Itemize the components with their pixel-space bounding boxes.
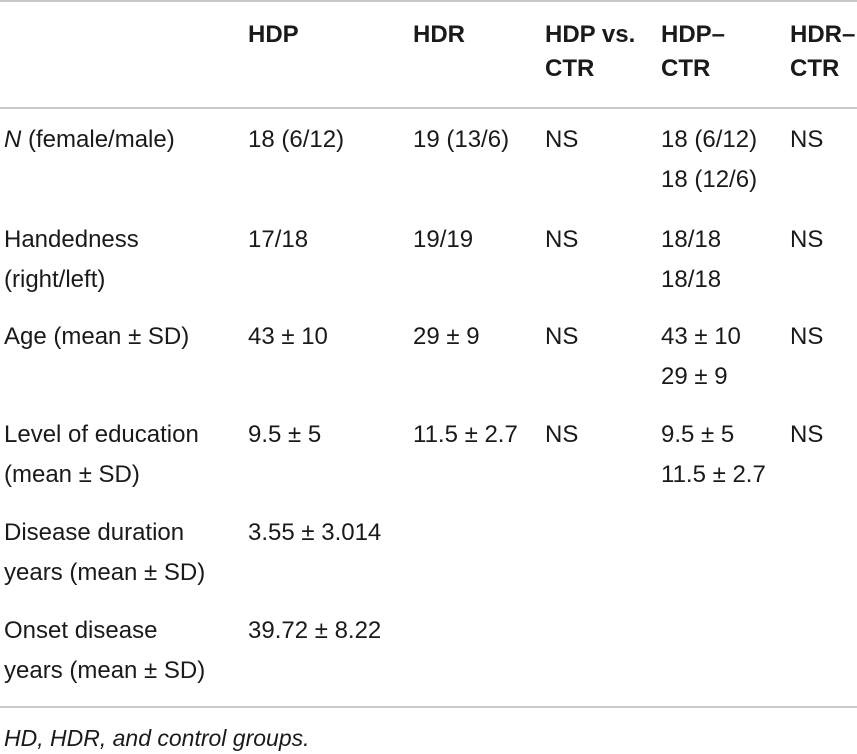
row-label-n: N	[4, 126, 22, 153]
table-footnote: HD, HDR, and control groups.	[4, 725, 310, 751]
row-label: Onset disease years (mean ± SD)	[4, 617, 206, 684]
cell-hdr: 19 (13/6)	[413, 126, 510, 153]
row-label: Age (mean ± SD)	[4, 323, 190, 350]
cell-hdr-ctr: NS	[790, 126, 824, 153]
row-label: Disease duration years (mean ± SD)	[4, 519, 206, 586]
row-label: Handedness (right/left)	[4, 226, 139, 293]
table-top-rule	[0, 0, 857, 2]
header-hdp: HDP	[248, 21, 299, 48]
cell-hdr-ctr: NS	[790, 226, 824, 253]
cell-hdp-ctr: 18/18 18/18	[661, 226, 722, 293]
cell-hdp-vs-ctr: NS	[545, 421, 579, 448]
row-label: N (female/male)	[4, 120, 236, 160]
table-bottom-rule	[0, 706, 857, 708]
cell-hdr-ctr: NS	[790, 323, 824, 350]
cell-hdp: 3.55 ± 3.014	[248, 519, 382, 546]
cell-hdp-ctr: 9.5 ± 5 11.5 ± 2.7	[661, 421, 766, 488]
row-label: Level of education (mean ± SD)	[4, 421, 199, 488]
cell-hdp-vs-ctr: NS	[545, 126, 579, 153]
header-hdp-ctr: HDP– CTR	[661, 21, 726, 82]
header-separator-rule	[0, 107, 857, 109]
header-hdr: HDR	[413, 21, 465, 48]
header-hdr-ctr: HDR– CTR	[790, 21, 856, 82]
cell-hdr: 29 ± 9	[413, 323, 480, 350]
row-label-rest: (female/male)	[21, 126, 175, 153]
cell-hdr: 19/19	[413, 226, 474, 253]
header-hdp-vs-ctr: HDP vs. CTR	[545, 21, 636, 82]
cell-hdp: 9.5 ± 5	[248, 421, 322, 448]
cell-hdp-vs-ctr: NS	[545, 226, 579, 253]
cell-hdp-ctr: 18 (6/12) 18 (12/6)	[661, 126, 758, 193]
cell-hdp-vs-ctr: NS	[545, 323, 579, 350]
cell-hdp: 43 ± 10	[248, 323, 328, 350]
cell-hdp-ctr: 43 ± 10 29 ± 9	[661, 323, 741, 390]
cell-hdr: 11.5 ± 2.7	[413, 421, 518, 448]
cell-hdp: 17/18	[248, 226, 309, 253]
cell-hdp: 39.72 ± 8.22	[248, 617, 382, 644]
cell-hdp: 18 (6/12)	[248, 126, 345, 153]
cell-hdr-ctr: NS	[790, 421, 824, 448]
